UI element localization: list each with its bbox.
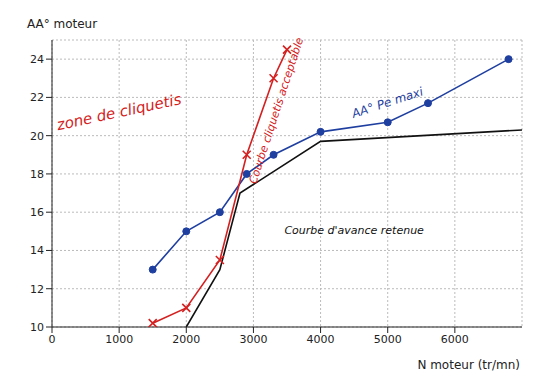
svg-text:AA° Pe maxi: AA° Pe maxi (349, 84, 425, 121)
svg-text:1000: 1000 (105, 333, 133, 346)
svg-text:Courbe d'avance retenue: Courbe d'avance retenue (284, 224, 424, 237)
svg-text:N moteur (tr/mn): N moteur (tr/mn) (417, 358, 520, 372)
svg-text:10: 10 (30, 321, 44, 334)
svg-text:AA° moteur: AA° moteur (27, 17, 97, 31)
svg-text:4000: 4000 (307, 333, 335, 346)
svg-text:12: 12 (30, 283, 44, 296)
svg-text:3000: 3000 (239, 333, 267, 346)
svg-text:22: 22 (30, 91, 44, 104)
svg-text:zone de cliquetis: zone de cliquetis (54, 90, 183, 134)
svg-text:18: 18 (30, 168, 44, 181)
svg-text:24: 24 (30, 53, 44, 66)
svg-text:14: 14 (30, 244, 44, 257)
svg-text:16: 16 (30, 206, 44, 219)
svg-text:2000: 2000 (172, 333, 200, 346)
svg-text:6000: 6000 (441, 333, 469, 346)
svg-text:5000: 5000 (374, 333, 402, 346)
svg-text:Courbe cliquetis acceptable: Courbe cliquetis acceptable (247, 36, 307, 186)
svg-text:0: 0 (49, 333, 56, 346)
svg-text:20: 20 (30, 130, 44, 143)
